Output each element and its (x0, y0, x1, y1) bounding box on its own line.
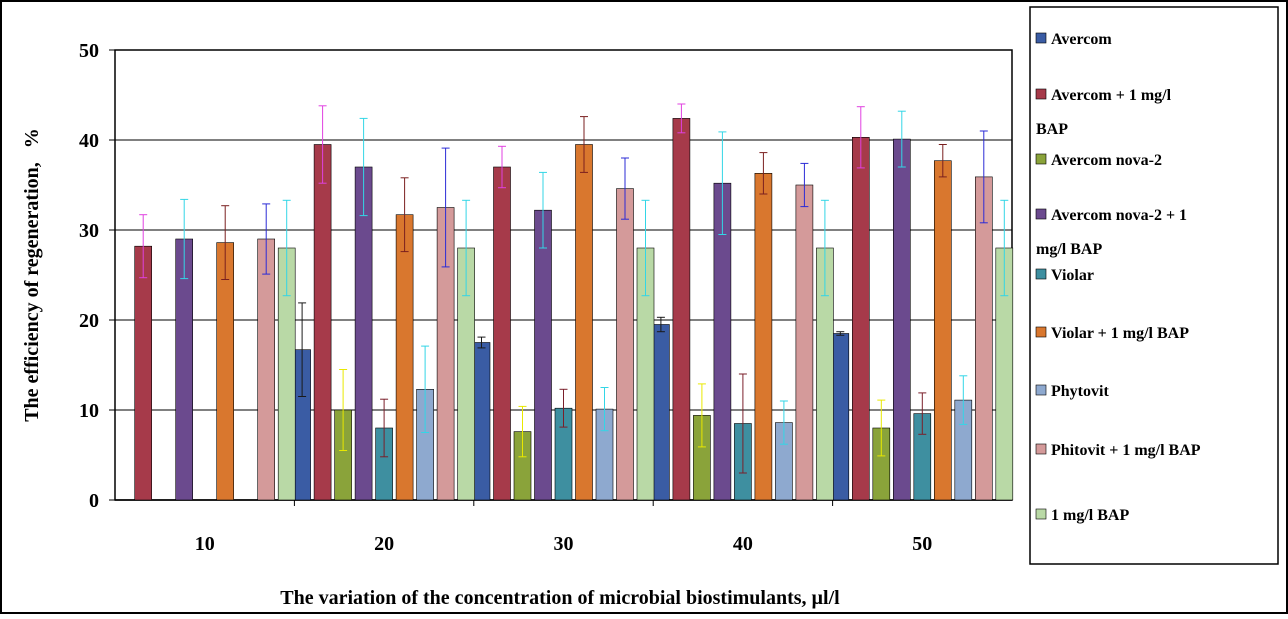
legend-label-4: Violar (1051, 267, 1094, 284)
bar-7-4 (974, 176, 993, 501)
y-tick-label-20: 20 (79, 310, 99, 332)
legend-swatch-8 (1035, 508, 1047, 520)
legend-label-7: Phitovit + 1 mg/l BAP (1051, 442, 1201, 459)
bar-7-2 (616, 188, 634, 501)
series-6 (416, 345, 973, 501)
x-tick-label-10: 10 (195, 533, 215, 555)
series-1 (134, 103, 870, 501)
bar-5-0 (216, 242, 234, 501)
plot-area: 0 10 20 30 40 50 10 20 30 40 50 (79, 40, 1014, 555)
bar-5-1 (395, 214, 414, 501)
series-4 (375, 373, 932, 501)
legend-swatch-5 (1035, 326, 1047, 338)
legend-label-line: Avercom nova-2 + 1 (1051, 207, 1187, 224)
legend-swatch-3 (1035, 208, 1047, 220)
y-tick-label-40: 40 (79, 130, 99, 152)
legend-swatch-2 (1035, 153, 1047, 165)
bar-5-3 (754, 173, 773, 501)
legend-label-line: Phytovit (1051, 383, 1109, 400)
legend-swatch-0 (1035, 32, 1047, 44)
legend-label-0: Avercom (1051, 31, 1112, 48)
x-tick-label-20: 20 (374, 533, 394, 555)
legend-swatch-7 (1035, 443, 1047, 455)
bar-3-4 (892, 138, 911, 501)
bar-3-2 (534, 209, 552, 501)
bar-0-4 (831, 333, 850, 501)
legend-label-line: 1 mg/l BAP (1051, 507, 1129, 524)
legend-label-line: Avercom (1051, 31, 1112, 48)
series-8 (277, 199, 1014, 501)
bar-1-1 (313, 144, 332, 501)
legend-label-1: Avercom + 1 mg/l BAP (1036, 87, 1172, 138)
legend-swatch-1 (1035, 88, 1047, 100)
bar-1-3 (672, 118, 691, 501)
legend-label-5: Violar + 1 mg/l BAP (1051, 325, 1189, 342)
legend-label-line: Avercom + 1 mg/l (1051, 87, 1172, 104)
bar-5-4 (933, 160, 952, 501)
legend-label-8: 1 mg/l BAP (1051, 507, 1129, 524)
y-axis-title-main: The efficiency of regeneration, (21, 162, 43, 422)
bar-1-2 (493, 166, 511, 501)
bar-1-0 (134, 245, 152, 501)
bar-1-4 (851, 137, 870, 501)
bar-0-2 (472, 342, 491, 501)
x-tick-label-40: 40 (733, 533, 753, 555)
x-tick-label-50: 50 (912, 533, 932, 555)
legend-label-line: Violar + 1 mg/l BAP (1051, 325, 1189, 342)
legend: Avercom Avercom + 1 mg/l BAP Avercom nova-2… (1029, 6, 1279, 565)
y-tick-label-50: 50 (79, 40, 99, 62)
series-7 (257, 130, 993, 501)
y-axis-title: The efficiency of regeneration,% (21, 128, 43, 422)
bar-3-1 (354, 166, 373, 501)
legend-swatch-6 (1035, 384, 1047, 396)
legend-label-line: BAP (1036, 121, 1068, 138)
series-5 (216, 116, 952, 501)
bar-0-3 (652, 324, 670, 501)
legend-label-line: Phitovit + 1 mg/l BAP (1051, 442, 1201, 459)
y-tick-label-10: 10 (79, 400, 99, 422)
series-0 (293, 302, 850, 501)
y-tick-label-30: 30 (79, 220, 99, 242)
legend-label-line: Avercom nova-2 (1051, 152, 1162, 169)
legend-swatch-4 (1035, 268, 1047, 280)
legend-label-2: Avercom nova-2 (1051, 152, 1162, 169)
x-tick-label-30: 30 (554, 533, 574, 555)
legend-label-line: Violar (1051, 267, 1094, 284)
legend-frame (1029, 6, 1279, 565)
bar-5-2 (575, 144, 593, 501)
series-2 (334, 369, 891, 501)
y-axis-title-unit: % (21, 128, 43, 148)
bar-7-0 (257, 238, 276, 501)
x-axis-title: The variation of the concentration of mi… (280, 587, 840, 609)
series-3 (175, 110, 911, 501)
legend-label-3: Avercom nova-2 + 1 mg/l BAP (1036, 207, 1187, 258)
bar-7-3 (795, 184, 814, 501)
legend-label-6: Phytovit (1051, 383, 1109, 400)
legend-label-line: mg/l BAP (1036, 241, 1102, 258)
y-tick-label-0: 0 (89, 490, 99, 512)
